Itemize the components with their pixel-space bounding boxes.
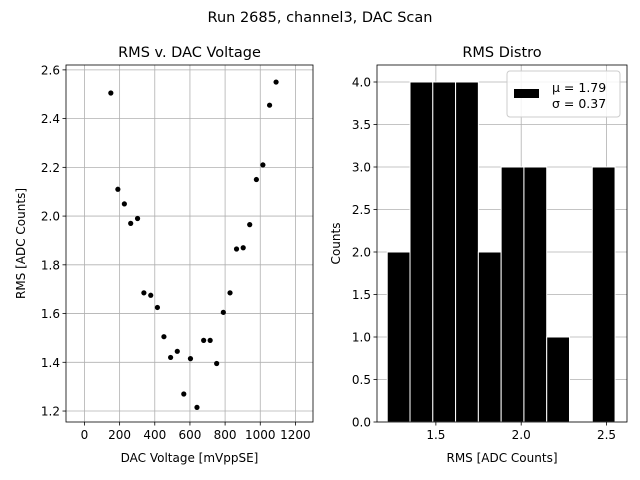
scatter-point bbox=[148, 292, 154, 298]
scatter-point bbox=[201, 337, 207, 343]
scatter-ytick-label: 1.6 bbox=[41, 307, 60, 321]
scatter-point bbox=[247, 222, 253, 228]
scatter-xtick-label: 1000 bbox=[245, 428, 276, 442]
scatter-point bbox=[115, 186, 121, 192]
histogram-xticks: 1.5 2.0 2.5 bbox=[426, 422, 616, 442]
histogram-legend: μ = 1.79 σ = 0.37 bbox=[506, 70, 621, 118]
histogram-bar bbox=[455, 81, 479, 423]
scatter-point bbox=[174, 348, 180, 354]
legend-swatch bbox=[514, 89, 539, 98]
histogram-bar bbox=[591, 166, 616, 423]
histogram-ytick-label: 3.5 bbox=[352, 118, 371, 132]
scatter-point bbox=[240, 245, 246, 251]
scatter-xticks: 0 200 400 600 800 1000 1200 bbox=[81, 422, 311, 442]
scatter-axes-frame bbox=[65, 64, 314, 423]
histogram-xlabel: RMS [ADC Counts] bbox=[446, 451, 557, 465]
histogram-ytick-label: 2.5 bbox=[352, 203, 371, 217]
histogram-bar bbox=[546, 336, 570, 423]
scatter-point bbox=[260, 162, 266, 168]
scatter-ytick-label: 2.2 bbox=[41, 161, 60, 175]
scatter-ytick-label: 1.2 bbox=[41, 405, 60, 419]
scatter-point bbox=[128, 220, 134, 226]
histogram-title: RMS Distro bbox=[462, 45, 541, 61]
histogram-ytick-label: 4.0 bbox=[352, 76, 371, 90]
scatter-point bbox=[181, 391, 187, 397]
histogram-ytick-label: 0.0 bbox=[352, 416, 371, 430]
scatter-xtick-label: 1200 bbox=[280, 428, 311, 442]
scatter-point bbox=[187, 356, 194, 362]
scatter-point bbox=[168, 354, 174, 361]
scatter-point bbox=[194, 404, 200, 410]
scatter-point bbox=[141, 290, 147, 296]
scatter-points bbox=[108, 79, 279, 410]
histogram-bar bbox=[409, 81, 434, 423]
scatter-ytick-label: 2.4 bbox=[41, 112, 60, 126]
histogram-bar bbox=[500, 166, 525, 423]
histogram-panel: RMS Distro 1.5 2.0 2.5 0.0 0.5 1.0 1.5 2.0 2.5 3… bbox=[329, 45, 628, 465]
scatter-point bbox=[134, 215, 141, 222]
scatter-xtick-label: 400 bbox=[143, 428, 166, 442]
scatter-xlabel: DAC Voltage [mVppSE] bbox=[121, 451, 259, 465]
scatter-point bbox=[273, 79, 279, 85]
legend-frame bbox=[506, 70, 621, 118]
legend-mu: μ = 1.79 bbox=[552, 80, 606, 95]
scatter-point bbox=[227, 290, 233, 296]
histogram-bar bbox=[477, 251, 502, 423]
scatter-grid bbox=[66, 65, 313, 422]
scatter-xtick-label: 0 bbox=[81, 428, 89, 442]
scatter-title: RMS v. DAC Voltage bbox=[118, 45, 261, 61]
histogram-ytick-label: 0.5 bbox=[352, 373, 371, 387]
histogram-ylabel: Counts bbox=[329, 223, 343, 265]
histogram-ytick-label: 1.0 bbox=[352, 331, 371, 345]
histogram-yticks: 0.0 0.5 1.0 1.5 2.0 2.5 3.0 3.5 4.0 bbox=[352, 76, 377, 430]
scatter-point bbox=[233, 246, 240, 252]
scatter-point bbox=[266, 102, 273, 108]
figure-suptitle: Run 2685, channel3, DAC Scan bbox=[208, 10, 433, 26]
scatter-point bbox=[121, 201, 127, 207]
scatter-ytick-label: 2.6 bbox=[41, 63, 60, 77]
scatter-panel: RMS v. DAC Voltage 0 200 400 600 800 1000 1200… bbox=[14, 45, 314, 465]
scatter-point bbox=[220, 309, 226, 315]
histogram-bar bbox=[523, 166, 548, 423]
histogram-ytick-label: 3.0 bbox=[352, 161, 371, 175]
scatter-yticks: 1.2 1.4 1.6 1.8 2.0 2.2 2.4 2.6 bbox=[41, 63, 66, 419]
histogram-bar bbox=[386, 251, 411, 423]
scatter-ytick-label: 2.0 bbox=[41, 210, 60, 224]
histogram-bar bbox=[432, 81, 457, 423]
histogram-xtick-label: 2.0 bbox=[512, 428, 531, 442]
histogram-ytick-label: 1.5 bbox=[352, 288, 371, 302]
histogram-axes-frame bbox=[376, 64, 628, 423]
scatter-point bbox=[214, 360, 220, 367]
histogram-xtick-label: 1.5 bbox=[426, 428, 445, 442]
scatter-xtick-label: 200 bbox=[108, 428, 131, 442]
scatter-ylabel: RMS [ADC Counts] bbox=[14, 188, 28, 299]
histogram-ytick-label: 2.0 bbox=[352, 246, 371, 260]
legend-sigma: σ = 0.37 bbox=[552, 96, 606, 111]
scatter-point bbox=[161, 334, 167, 340]
scatter-point bbox=[108, 90, 114, 96]
histogram-xtick-label: 2.5 bbox=[597, 428, 616, 442]
scatter-point bbox=[253, 176, 259, 183]
scatter-xtick-label: 800 bbox=[214, 428, 237, 442]
scatter-ytick-label: 1.4 bbox=[41, 356, 60, 370]
scatter-xtick-label: 600 bbox=[178, 428, 201, 442]
scatter-ytick-label: 1.8 bbox=[41, 258, 60, 272]
scatter-point bbox=[207, 337, 213, 343]
scatter-point bbox=[154, 304, 161, 311]
